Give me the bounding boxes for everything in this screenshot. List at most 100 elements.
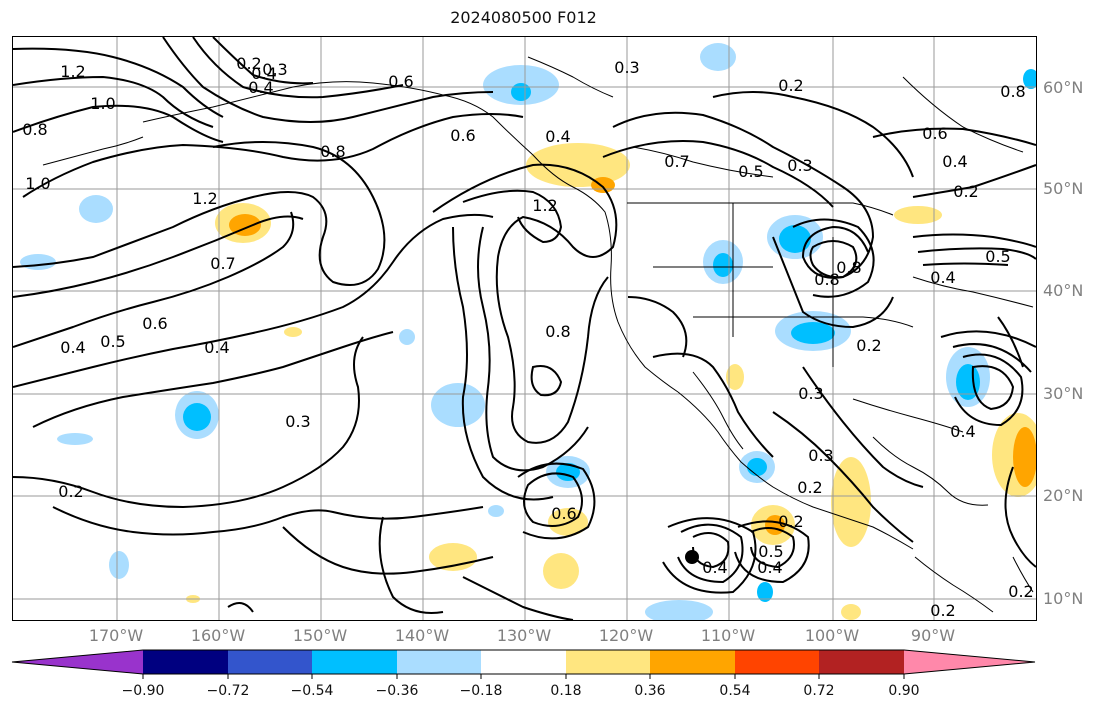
contour-label: 1.0 [90,94,115,113]
positive-anomaly-patch [1013,427,1036,487]
contour-label: 0.4 [950,422,975,441]
gridlines [13,37,1036,620]
positive-anomaly-patch [831,457,871,547]
contour-label: 0.3 [285,412,310,431]
contour-label: 0.2 [856,336,881,355]
contour-label: 1.2 [60,62,85,81]
colorbar [11,649,1036,679]
contour-label: 0.4 [204,338,229,357]
contour-label-layer: 1.2 1.0 0.8 1.0 0.2 0.4 0.3 0.4 0.6 0.6 … [22,54,1033,620]
contour-label: 0.8 [1000,82,1025,101]
negative-anomaly-patch [183,403,211,431]
contour-label: 0.8 [545,322,570,341]
negative-anomaly-patch [700,43,736,71]
negative-anomaly-patch [399,329,415,345]
contour-label: 0.6 [551,504,576,523]
colorbar-tick-label: −0.36 [375,683,419,699]
negative-anomaly-patch [431,383,485,427]
negative-anomaly-patch [1023,69,1036,89]
positive-anomaly-patch [841,604,861,620]
negative-anomaly-patch [20,254,56,270]
colorbar-segment [650,650,735,674]
contour-label: 0.4 [248,78,273,97]
contour-label: 0.3 [262,60,287,79]
contour-label: 0.2 [58,482,83,501]
colorbar-segment [481,650,566,674]
contour-label: 0.6 [142,314,167,333]
contour-label: 0.5 [738,162,763,181]
contour-label: 0.6 [922,124,947,143]
negative-anomaly-patch [791,322,835,344]
map-plot-area: 1.2 1.0 0.8 1.0 0.2 0.4 0.3 0.4 0.6 0.6 … [12,36,1037,621]
colorbar-tick-label: −0.72 [206,683,250,699]
colorbar-tick-label: 0.54 [719,683,751,699]
contour-label: 0.2 [1008,582,1033,601]
lat-label-40n: 40°N [1043,281,1084,300]
contour-label: 0.4 [757,558,782,577]
negative-anomaly-patch [956,364,980,400]
lat-label-60n: 60°N [1043,78,1084,97]
lon-label-160w: 160°W [190,626,246,645]
contour-label: 0.8 [814,270,839,289]
negative-anomaly-patch [556,463,580,481]
lat-label-10n: 10°N [1043,589,1084,608]
negative-anomaly-patch [645,600,713,620]
contour-label: 0.6 [450,126,475,145]
negative-anomaly-patch [757,582,773,602]
contour-label: 0.5 [100,332,125,351]
colorbar-tick-label: −0.54 [290,683,334,699]
lat-label-50n: 50°N [1043,179,1084,198]
contour-label: 0.4 [942,152,967,171]
positive-anomaly-patch [229,214,261,236]
lat-label-20n: 20°N [1043,486,1084,505]
contour-label: 0.5 [985,247,1010,266]
negative-anomaly-patch [713,253,733,277]
positive-anomaly-patch [526,143,630,187]
contour-label: 0.2 [953,182,978,201]
contour-label: 1.2 [532,196,557,215]
contour-label: 1.0 [25,174,50,193]
lon-label-150w: 150°W [292,626,348,645]
contour-label: 0.2 [797,478,822,497]
contour-label: 0.4 [930,268,955,287]
contour-label: 0.2 [236,54,261,73]
colorbar-tick-label: −0.90 [121,683,165,699]
colorbar-segment [12,650,143,674]
lon-label-110w: 110°W [700,626,756,645]
negative-anomaly-patch [779,225,811,253]
contour-label: 0.3 [787,156,812,175]
contour-label: 0.4 [545,127,570,146]
contour-label: 0.8 [320,142,345,161]
colorbar-segment [228,650,312,674]
positive-anomaly-patch [543,553,579,589]
contour-label: 1.2 [192,189,217,208]
map-title: 2024080500 F012 [450,8,597,27]
contour-label: 0.4 [60,338,85,357]
negative-anomaly-patch [109,551,129,579]
colorbar-segment [312,650,397,674]
map-svg: 1.2 1.0 0.8 1.0 0.2 0.4 0.3 0.4 0.6 0.6 … [13,37,1036,620]
negative-anomaly-patch [511,83,531,101]
pressure-center-dot [685,550,699,564]
contour-label: 0.8 [836,258,861,277]
contour-lines [13,37,1036,620]
colorbar-tick-label: 0.90 [888,683,920,699]
contour-label: 0.4 [702,558,727,577]
contour-label: 0.3 [798,384,823,403]
contour-label: 0.3 [808,446,833,465]
positive-anomaly-patch [894,206,942,224]
negative-anomaly-patch [747,458,767,476]
contour-label: 0.7 [664,152,689,171]
contour-label: 0.6 [388,72,413,91]
lon-label-120w: 120°W [598,626,654,645]
contour-label: 0.5 [758,542,783,561]
contour-label: 0.2 [778,76,803,95]
negative-anomaly-patch [488,505,504,517]
colorbar-tick-label: −0.18 [459,683,503,699]
lon-label-100w: 100°W [804,626,860,645]
colorbar-segment [566,650,650,674]
colorbar-segment [904,650,1035,674]
contour-label: 0.4 [251,64,276,83]
colorbar-segment [397,650,481,674]
colorbar-tick-label: 0.18 [550,683,582,699]
